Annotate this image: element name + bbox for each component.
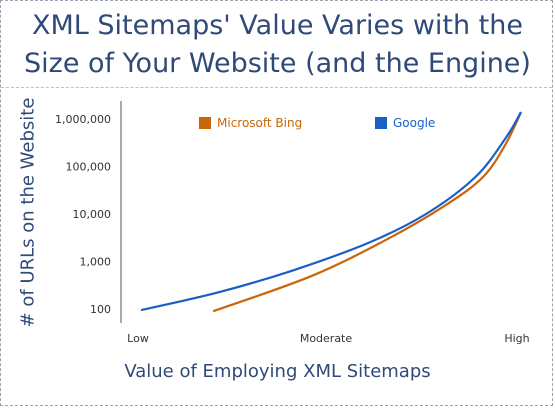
- x-tick-label: Low: [127, 332, 149, 345]
- y-tick-label: 10,000: [73, 208, 112, 221]
- y-tick-label: 100,000: [66, 161, 112, 174]
- legend-label: Google: [393, 116, 435, 130]
- series-line-bing: [212, 111, 522, 313]
- title-divider: [1, 87, 552, 88]
- chart-title: XML Sitemaps' Value Varies with the Size…: [24, 10, 531, 79]
- y-tick-label: 100: [90, 303, 111, 316]
- x-axis-ticks: Low Moderate High: [127, 332, 529, 345]
- y-tick-label: 1,000: [80, 256, 112, 269]
- legend-swatch: [375, 117, 387, 129]
- legend-swatch: [199, 117, 211, 129]
- series-line-google: [140, 111, 522, 312]
- y-tick-label: 1,000,000: [55, 113, 111, 126]
- legend: Microsoft Bing Google: [199, 116, 435, 130]
- x-axis-label: Value of Employing XML Sitemaps: [124, 361, 431, 382]
- y-axis-ticks: 100 1,000 10,000 100,000 1,000,000: [55, 113, 111, 316]
- x-tick-label: High: [504, 332, 529, 345]
- series-layer: [140, 111, 522, 313]
- x-tick-label: Moderate: [300, 332, 353, 345]
- legend-label: Microsoft Bing: [217, 116, 302, 130]
